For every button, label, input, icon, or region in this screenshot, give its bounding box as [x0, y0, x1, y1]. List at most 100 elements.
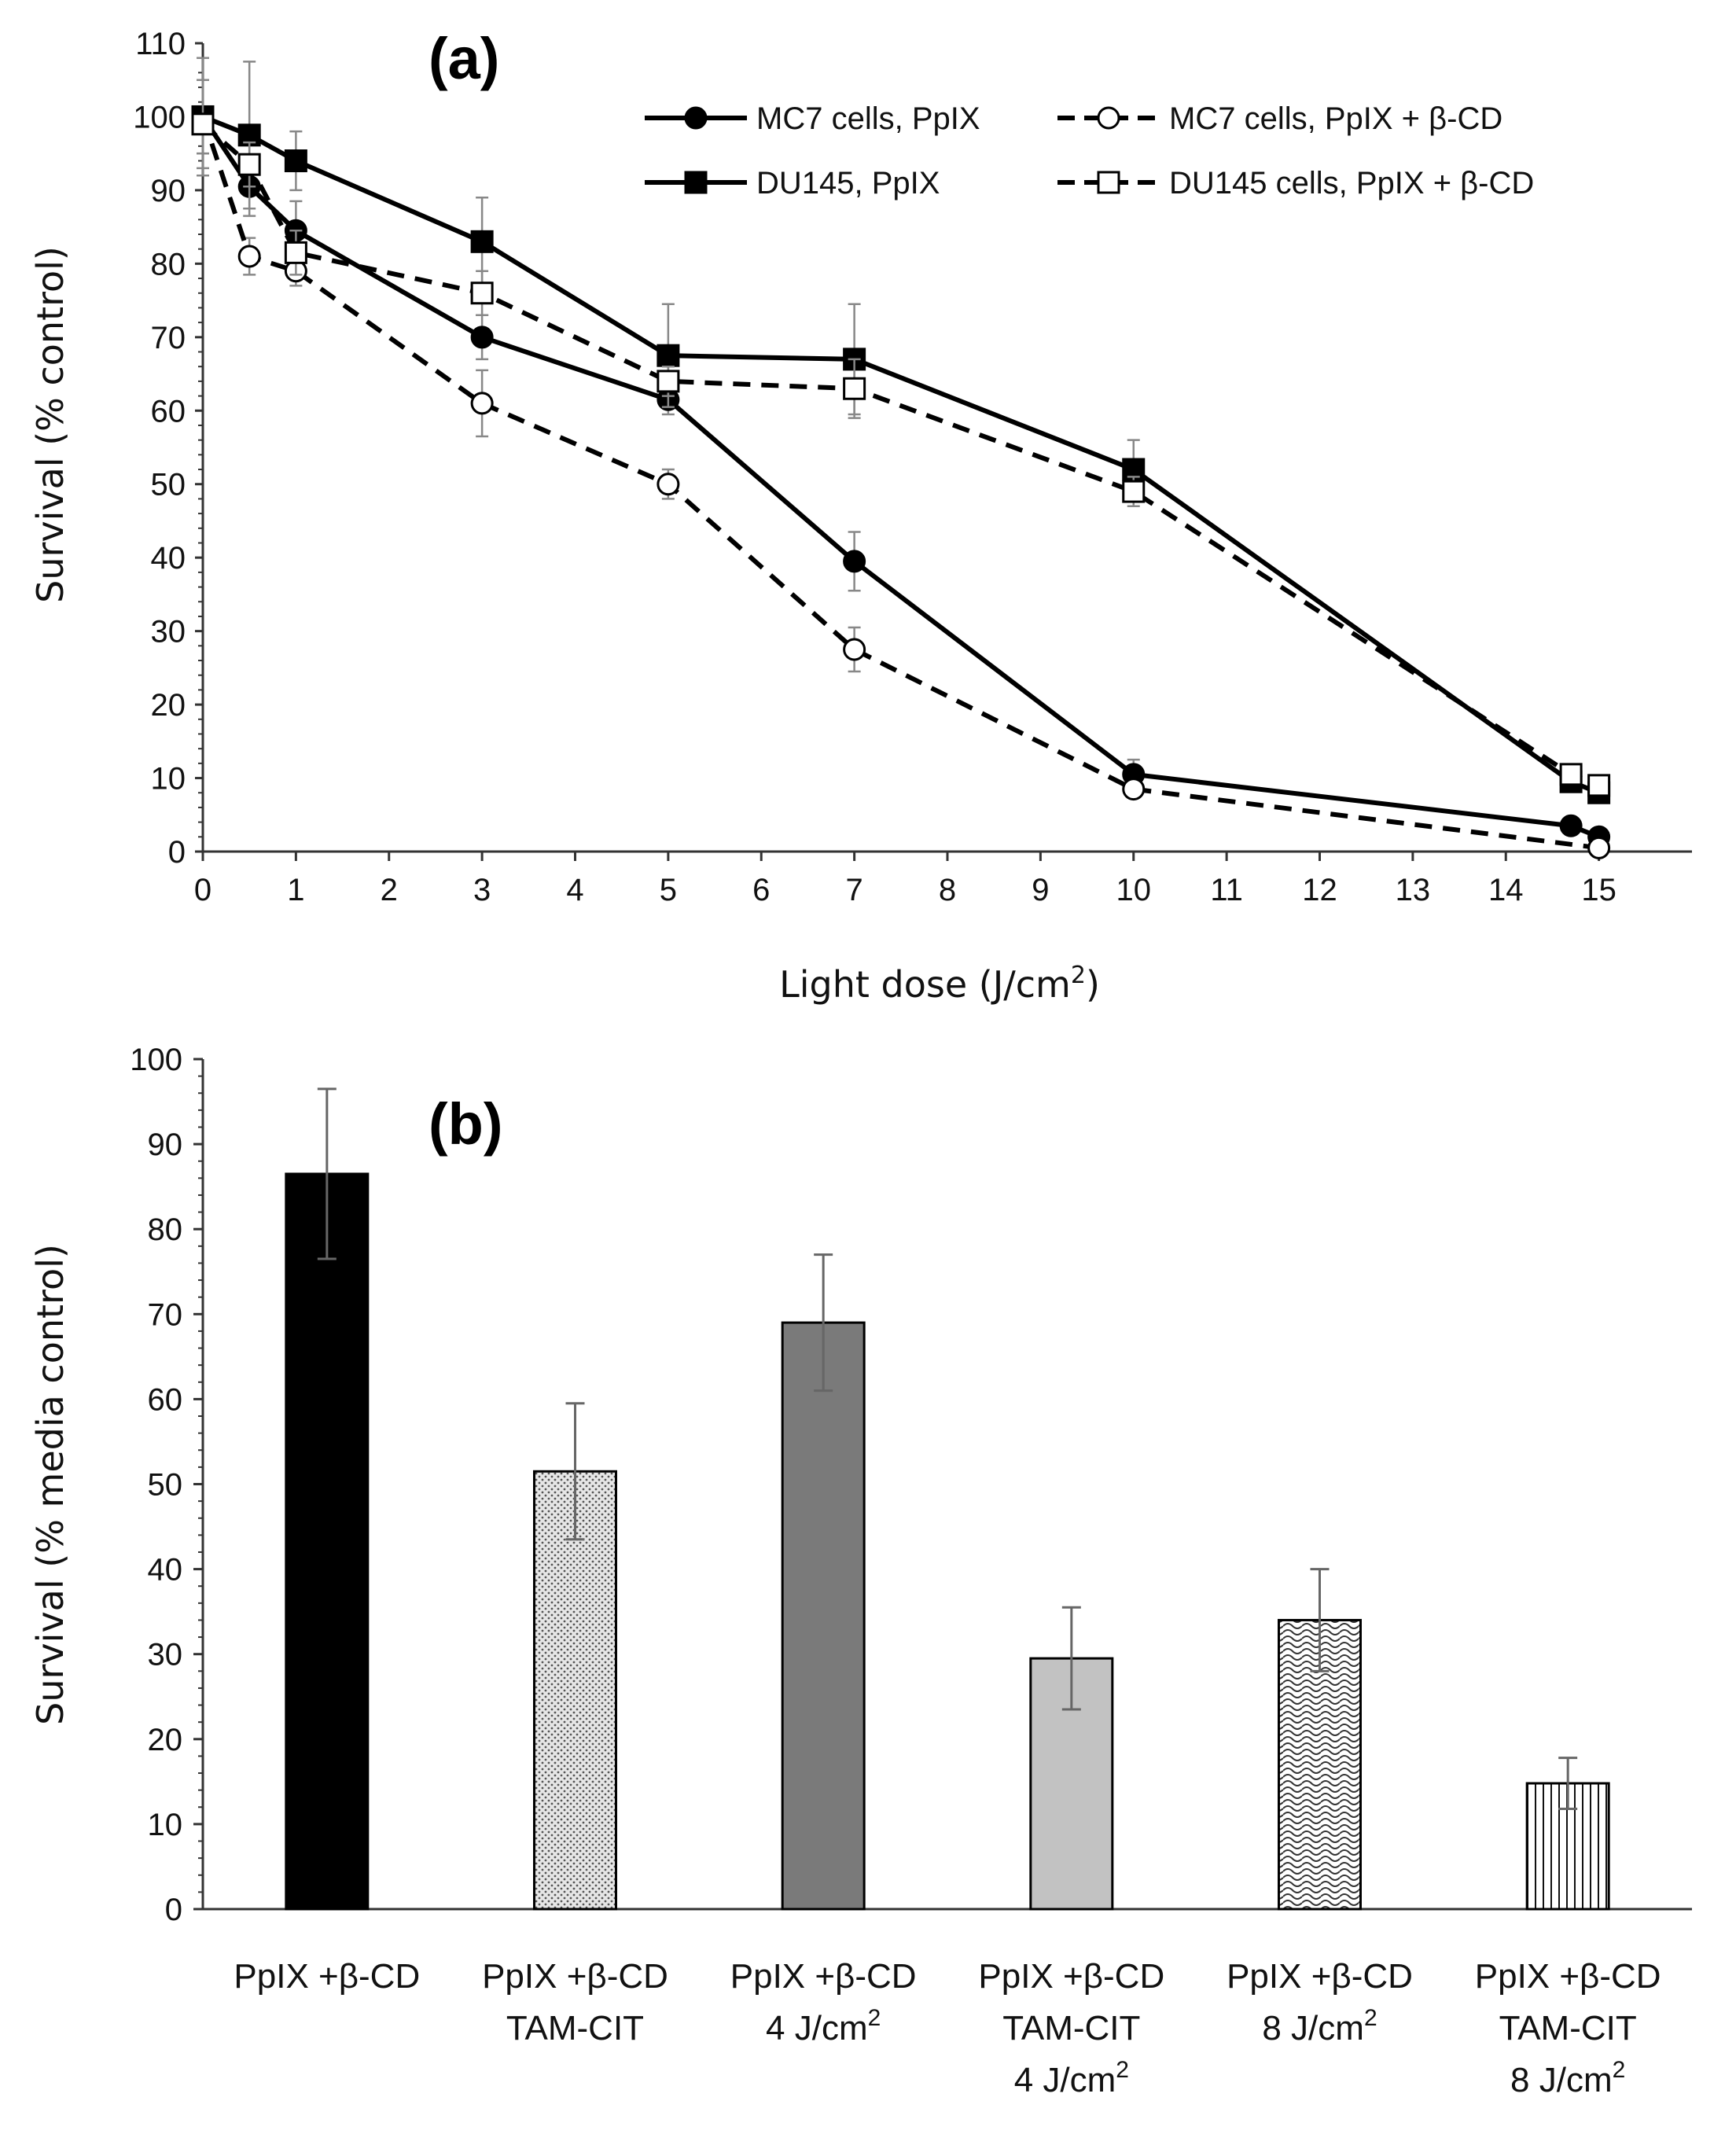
data-point — [657, 473, 680, 496]
data-point — [470, 230, 494, 253]
series-mc7-cells-ppix-cd — [191, 57, 1611, 859]
data-point — [843, 638, 866, 661]
bar-3 — [781, 1321, 866, 1911]
panel-a-y-tick-label: 60 — [151, 394, 186, 429]
panel-a-x-tick-label: 14 — [1488, 873, 1524, 907]
category-label-line: 4 J/cm2 — [766, 2005, 881, 2048]
bar-2 — [533, 1470, 617, 1911]
panel-a-x-tick-label: 11 — [1210, 873, 1243, 907]
panel-a-y-axis-title: Survival (% control) — [29, 246, 72, 603]
data-point — [191, 112, 215, 136]
data-point — [1587, 836, 1611, 859]
data-point — [237, 245, 261, 268]
panel-a-y-tick-label: 80 — [151, 247, 186, 281]
category-label-line: TAM-CIT — [1499, 2009, 1637, 2048]
panel-a-y-tick-label: 10 — [151, 762, 186, 797]
superscript: 2 — [1613, 2057, 1626, 2083]
category-label-line: PpIX +β-CD — [234, 1957, 420, 1996]
panel-a-x-tick-label: 12 — [1302, 873, 1337, 907]
legend-label: DU145, PpIX — [756, 166, 940, 201]
legend-marker — [1097, 171, 1120, 194]
data-point — [657, 344, 680, 367]
category-label-line: PpIX +β-CD — [1475, 1957, 1661, 1996]
panel-a-x-tick-label: 13 — [1396, 873, 1431, 907]
panel-a-y-tick-label: 0 — [168, 835, 186, 870]
data-point — [1122, 480, 1146, 503]
data-point — [1587, 774, 1611, 797]
panel-a-x-tick-label: 5 — [660, 873, 677, 907]
panel-b-y-axis-title: Survival (% media control) — [29, 1244, 72, 1725]
panel-b-y-tick-label: 60 — [148, 1382, 183, 1417]
category-label-line: TAM-CIT — [1002, 2009, 1140, 2048]
data-point — [657, 370, 680, 393]
data-point — [1559, 763, 1583, 786]
panel-b-y-tick-label: 50 — [148, 1468, 183, 1503]
data-point — [1122, 458, 1146, 481]
panel-a-x-tick-label: 2 — [381, 873, 398, 907]
panel-b-y-tick-label: 10 — [148, 1808, 183, 1842]
legend-label: DU145 cells, PpIX + β-CD — [1169, 166, 1534, 201]
panel-a-legend: MC7 cells, PpIX MC7 cells, PpIX + β-CD DU1… — [645, 101, 1534, 201]
panel-a-x-tick-label: 15 — [1581, 873, 1616, 907]
panel-a-y-tick-label: 70 — [151, 321, 186, 355]
panel-b-y-tick-label: 70 — [148, 1297, 183, 1332]
panel-b-y-tick-label: 0 — [165, 1893, 182, 1927]
data-point — [1122, 778, 1146, 801]
panel-a-x-tick-label: 3 — [473, 873, 491, 907]
superscript: 2 — [1364, 2005, 1377, 2031]
panel-b-y-tick-label: 90 — [148, 1128, 183, 1162]
panel-a-x-tick-label: 10 — [1116, 873, 1152, 907]
data-point — [470, 326, 494, 349]
category-label-line: TAM-CIT — [506, 2009, 644, 2048]
panel-a-y-tick-label: 110 — [135, 27, 186, 61]
bar-6 — [1525, 1782, 1610, 1911]
legend-marker — [1097, 106, 1120, 130]
panel-a-x-tick-label: 1 — [287, 873, 304, 907]
data-point — [237, 153, 261, 176]
data-point — [470, 392, 494, 415]
panel-b-y-tick-label: 40 — [148, 1553, 183, 1588]
superscript: 2 — [1116, 2057, 1129, 2083]
series-du145-cells-ppix-cd — [191, 79, 1611, 797]
category-label-line: 8 J/cm2 — [1262, 2005, 1377, 2048]
data-point — [843, 550, 866, 573]
panel-a-x-tick-label: 7 — [846, 873, 863, 907]
panel-a-x-axis-title: Light dose (J/cm2) — [779, 962, 1100, 1006]
panel-a-y-tick-label: 100 — [133, 100, 186, 134]
legend-marker — [684, 106, 708, 130]
bar-1 — [285, 1172, 370, 1911]
category-label-line: PpIX +β-CD — [1227, 1957, 1413, 1996]
panel-b-label: (b) — [428, 1091, 503, 1157]
category-label-line: PpIX +β-CD — [482, 1957, 668, 1996]
data-point — [843, 377, 866, 400]
panel-a-y-tick-label: 30 — [151, 615, 186, 649]
panel-a-x-tick-label: 0 — [194, 873, 211, 907]
series-line — [201, 122, 1600, 788]
panel-a-y-tick-label: 20 — [151, 688, 186, 723]
panel-a-y-tick-label: 40 — [151, 541, 186, 576]
panel-a-x-tick-label: 6 — [752, 873, 770, 907]
panel-a-y-tick-label: 90 — [151, 174, 186, 208]
panel-a-y-tick-label: 50 — [151, 468, 186, 502]
panel-b-bar-chart: 0 10 20 30 40 50 60 70 80 90 100 PpIX +β-CD PpIX +β… — [29, 1043, 1692, 2099]
panel-b-y-tick-label: 80 — [148, 1212, 183, 1247]
series-line — [200, 116, 1600, 851]
category-label-line: 8 J/cm2 — [1510, 2057, 1625, 2099]
superscript: 2 — [868, 2005, 881, 2031]
legend-label: MC7 cells, PpIX — [756, 101, 980, 136]
panel-b-y-tick-label: 30 — [148, 1638, 183, 1672]
category-label-line: PpIX +β-CD — [978, 1957, 1164, 1996]
panel-a-x-tick-label: 8 — [939, 873, 956, 907]
data-point — [470, 281, 494, 305]
series-line — [200, 115, 1600, 840]
legend-label: MC7 cells, PpIX + β-CD — [1169, 101, 1502, 136]
panel-a-x-tick-label: 4 — [566, 873, 583, 907]
panel-a-x-tick-label: 9 — [1032, 873, 1049, 907]
series-line — [201, 114, 1600, 796]
data-point — [284, 149, 307, 173]
panel-a-label: (a) — [428, 26, 499, 91]
panel-b-y-tick-label: 100 — [130, 1043, 182, 1077]
panel-b-y-tick-label: 20 — [148, 1723, 183, 1757]
